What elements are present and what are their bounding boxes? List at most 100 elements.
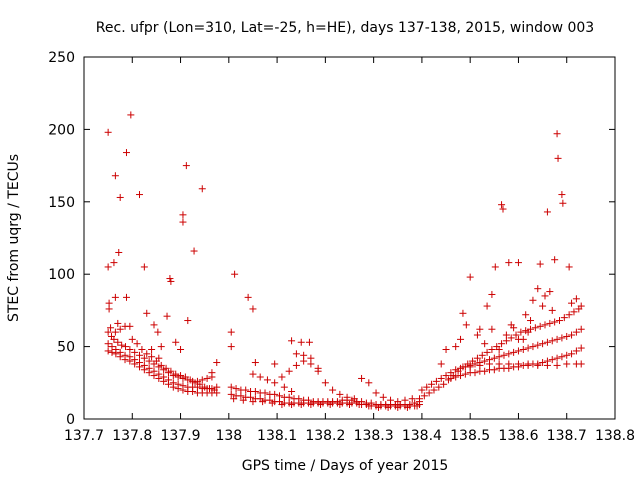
- data-point: [517, 328, 525, 336]
- data-point: [227, 383, 235, 391]
- x-tick-label: 138.4: [402, 428, 442, 444]
- data-point: [343, 393, 351, 401]
- data-point: [148, 345, 156, 353]
- data-point: [118, 341, 126, 349]
- data-point: [105, 305, 113, 313]
- data-point: [317, 401, 325, 409]
- data-point: [514, 259, 522, 267]
- data-point: [374, 403, 382, 411]
- data-point: [524, 360, 532, 368]
- data-point: [498, 340, 506, 348]
- data-point: [415, 395, 423, 403]
- data-point: [555, 317, 563, 325]
- data-point: [473, 354, 481, 362]
- data-point: [292, 350, 300, 358]
- data-point: [529, 296, 537, 304]
- data-point: [425, 389, 433, 397]
- data-point: [430, 386, 438, 394]
- data-point: [551, 318, 559, 326]
- data-point: [321, 379, 329, 387]
- data-point: [534, 341, 542, 349]
- data-point: [558, 334, 566, 342]
- data-point: [154, 328, 162, 336]
- data-point: [437, 360, 445, 368]
- data-point: [172, 338, 180, 346]
- data-point: [481, 340, 489, 348]
- data-point: [495, 360, 503, 368]
- data-point: [307, 354, 315, 362]
- data-point: [162, 364, 170, 372]
- x-tick-label: 138.6: [498, 428, 538, 444]
- data-point: [227, 390, 235, 398]
- data-point: [435, 383, 443, 391]
- data-point: [116, 325, 124, 333]
- data-point: [502, 331, 510, 339]
- data-point: [476, 325, 484, 333]
- data-point: [237, 392, 245, 400]
- data-point: [565, 263, 573, 271]
- data-point: [553, 361, 561, 369]
- data-point: [577, 344, 585, 352]
- x-tick-label: 138.3: [354, 428, 394, 444]
- y-tick-label: 250: [48, 50, 75, 66]
- data-point: [519, 345, 527, 353]
- data-point: [329, 386, 337, 394]
- data-point: [251, 359, 259, 367]
- y-tick-label: 0: [66, 412, 75, 428]
- data-point: [437, 374, 445, 382]
- data-point: [292, 361, 300, 369]
- data-point: [114, 338, 122, 346]
- data-point: [560, 314, 568, 322]
- data-point: [495, 353, 503, 361]
- data-point: [190, 247, 198, 255]
- y-tick-label: 150: [48, 195, 75, 211]
- data-point: [104, 347, 112, 355]
- data-point: [499, 205, 507, 213]
- data-point: [529, 343, 537, 351]
- data-point: [447, 374, 455, 382]
- data-point: [510, 324, 518, 332]
- data-point: [473, 331, 481, 339]
- data-point: [457, 335, 465, 343]
- data-point: [457, 372, 465, 380]
- data-point: [122, 293, 130, 301]
- data-point: [177, 345, 185, 353]
- data-point: [179, 386, 187, 394]
- data-point: [251, 387, 259, 395]
- data-point: [239, 396, 247, 404]
- data-point: [577, 360, 585, 368]
- data-point: [181, 373, 189, 381]
- data-point: [166, 275, 174, 283]
- data-point: [249, 370, 257, 378]
- data-point: [548, 306, 556, 314]
- data-point: [551, 256, 559, 264]
- data-point: [394, 398, 402, 406]
- data-point: [548, 356, 556, 364]
- x-axis-label: GPS time / Days of year 2015: [242, 458, 449, 474]
- data-point: [478, 351, 486, 359]
- data-point: [514, 360, 522, 368]
- data-point: [546, 288, 554, 296]
- data-point: [136, 191, 144, 199]
- data-point: [577, 302, 585, 310]
- data-point: [498, 201, 506, 209]
- data-point: [466, 273, 474, 281]
- data-point: [136, 351, 144, 359]
- data-point: [167, 277, 175, 285]
- data-point: [546, 319, 554, 327]
- data-point: [462, 321, 470, 329]
- data-point: [208, 373, 216, 381]
- data-point: [572, 295, 580, 303]
- data-point: [531, 324, 539, 332]
- data-point: [372, 389, 380, 397]
- data-point: [565, 311, 573, 319]
- data-point: [442, 345, 450, 353]
- data-point: [259, 398, 267, 406]
- data-point: [271, 379, 279, 387]
- data-point: [572, 347, 580, 355]
- data-point: [536, 322, 544, 330]
- data-point: [126, 345, 134, 353]
- data-point: [488, 325, 496, 333]
- chart-title: Rec. ufpr (Lon=310, Lat=-25, h=HE), days…: [96, 20, 594, 36]
